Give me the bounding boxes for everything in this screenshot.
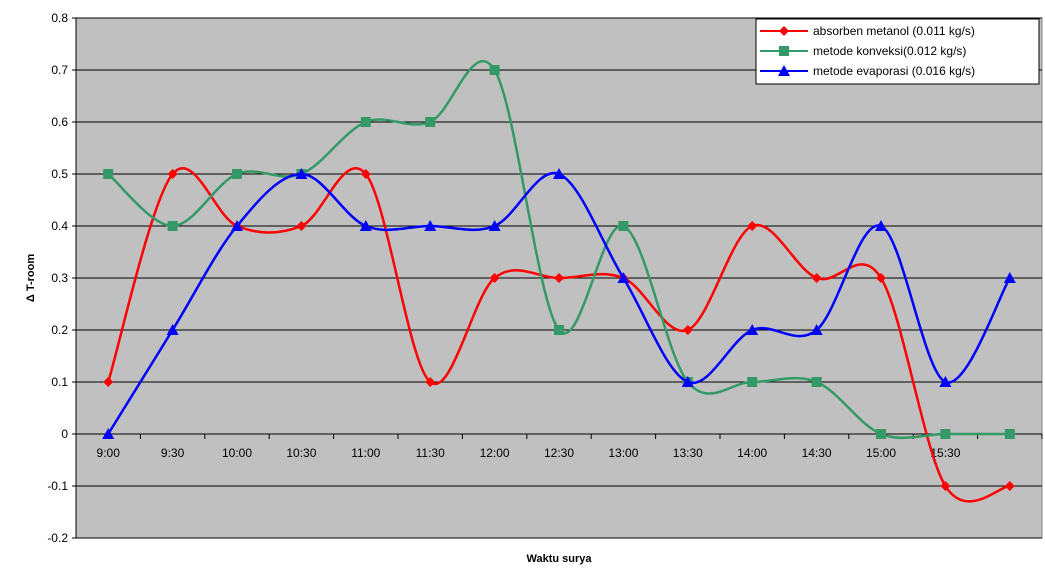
x-tick-label: 14:30 (802, 446, 832, 460)
data-point (553, 168, 565, 179)
x-tick-label: 10:30 (286, 446, 316, 460)
x-axis-title: Waktu surya (526, 553, 592, 565)
x-tick-label: 10:00 (222, 446, 252, 460)
data-point (424, 220, 437, 231)
series-metode-evaporasi (102, 168, 1016, 439)
y-tick-label: -0.2 (47, 531, 68, 545)
y-tick-label: 0.1 (51, 375, 68, 389)
data-point (747, 377, 758, 387)
data-point (489, 65, 500, 75)
data-point (554, 325, 564, 335)
data-point (617, 272, 630, 283)
data-point (167, 221, 178, 231)
data-point (875, 220, 887, 231)
y-tick-label: 0.3 (51, 271, 68, 285)
series-group (102, 60, 1016, 503)
data-point (682, 325, 693, 335)
data-point (166, 324, 179, 335)
x-tick-label: 13:30 (673, 446, 703, 460)
data-point (359, 220, 372, 231)
data-point (810, 324, 823, 335)
axes: -0.2 -0.1 0 0.1 0.2 0.3 0.4 0.5 0.6 0.7 0.8 9:00 9:3… (47, 11, 1043, 545)
data-point (296, 221, 307, 231)
data-point (231, 220, 243, 231)
y-tick-label: 0 (61, 427, 68, 441)
y-tick-label: 0.8 (51, 11, 68, 25)
x-tick-label: 9:30 (161, 446, 185, 460)
y-tick-label: 0.7 (51, 63, 68, 77)
legend-marker (778, 65, 790, 76)
data-point (940, 481, 951, 491)
x-tick-label: 15:00 (866, 446, 896, 460)
x-tick-label: 15:30 (930, 446, 960, 460)
data-point (746, 324, 759, 335)
x-tick-label: 13:00 (608, 446, 638, 460)
data-point (811, 273, 822, 283)
data-point (360, 169, 371, 179)
data-point (876, 273, 886, 283)
data-point (232, 169, 242, 179)
legend-marker (779, 46, 789, 56)
data-point (554, 273, 564, 283)
y-axis-title: Δ T-room (25, 254, 37, 302)
data-point (1003, 272, 1016, 283)
x-tick-label: 14:00 (737, 446, 767, 460)
data-point (103, 377, 114, 387)
data-point (488, 220, 501, 231)
y-tick-label: -0.1 (47, 479, 68, 493)
y-tick-label: 0.4 (51, 219, 68, 233)
data-point (1004, 481, 1015, 491)
data-point (1004, 429, 1015, 439)
y-tick-label: 0.6 (51, 115, 68, 129)
data-point (489, 273, 500, 283)
data-point (747, 221, 758, 231)
legend-label: metode evaporasi (0.016 kg/s) (813, 64, 975, 78)
data-point (425, 117, 436, 127)
legend-marker (779, 26, 789, 36)
legend: absorben metanol (0.011 kg/s) metode konv… (755, 18, 1040, 85)
data-point (681, 376, 694, 387)
y-tick-label: 0.2 (51, 323, 68, 337)
legend-label: metode konveksi(0.012 kg/s) (813, 44, 966, 58)
x-tick-label: 12:30 (544, 446, 574, 460)
data-point (167, 169, 178, 179)
data-point (939, 376, 952, 387)
data-point (940, 429, 951, 439)
data-point (425, 377, 436, 387)
x-tick-label: 11:30 (416, 446, 445, 460)
data-point (103, 169, 114, 179)
data-point (360, 117, 371, 127)
x-tick-label: 11:00 (351, 446, 380, 460)
data-point (295, 168, 308, 179)
y-tick-label: 0.5 (51, 167, 68, 181)
data-point (811, 377, 822, 387)
legend-label: absorben metanol (0.011 kg/s) (813, 24, 975, 38)
data-point (102, 428, 115, 439)
data-point (876, 429, 886, 439)
x-tick-label: 12:00 (480, 446, 510, 460)
data-point (618, 221, 629, 231)
x-tick-label: 9:00 (97, 446, 121, 460)
